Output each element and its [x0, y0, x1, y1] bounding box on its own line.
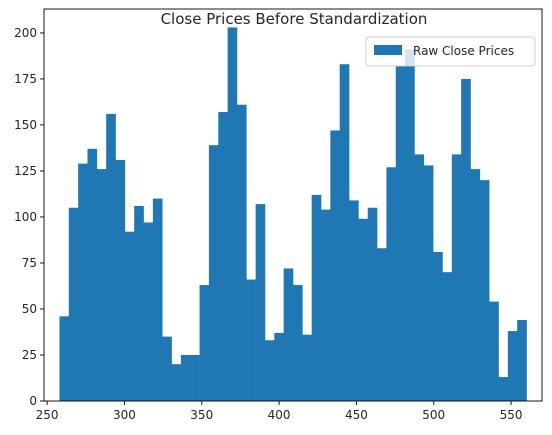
- histogram-bar: [106, 113, 116, 402]
- chart-title: Close Prices Before Standardization: [161, 10, 428, 28]
- x-tick-label: 350: [190, 408, 213, 422]
- y-tick-label: 25: [22, 348, 37, 362]
- histogram-bar: [470, 169, 481, 401]
- histogram-bar: [68, 207, 79, 401]
- histogram-bar: [302, 334, 312, 401]
- histogram-bar: [227, 27, 238, 402]
- histogram-bar: [489, 301, 499, 401]
- x-tick-label: 400: [268, 408, 291, 422]
- x-tick-label: 300: [113, 408, 136, 422]
- y-tick-label: 100: [14, 210, 37, 224]
- y-tick-label: 175: [14, 72, 37, 86]
- y-tick-label: 200: [14, 26, 37, 40]
- legend-label: Raw Close Prices: [413, 44, 514, 58]
- histogram-bar: [236, 104, 247, 402]
- histogram-bar: [180, 354, 191, 401]
- x-axis-ticks: 250 300 350 400 450 500 550: [36, 401, 523, 422]
- histogram-bar: [461, 78, 471, 402]
- histogram-bar: [507, 331, 518, 401]
- bars-group: [59, 27, 527, 402]
- histogram-bar: [208, 145, 219, 401]
- histogram-bar: [87, 148, 98, 401]
- histogram-bar: [386, 167, 397, 401]
- legend: Raw Close Prices: [365, 36, 536, 67]
- histogram-bar: [190, 354, 200, 401]
- histogram-bar: [274, 332, 284, 401]
- histogram-bar: [246, 279, 256, 401]
- histogram-bar: [311, 194, 322, 401]
- histogram-bar: [171, 364, 182, 401]
- histogram-bar: [134, 205, 144, 401]
- histogram-bar: [349, 200, 359, 401]
- histogram-bar: [377, 248, 387, 401]
- histogram-bar: [414, 154, 425, 401]
- histogram-bar: [293, 285, 303, 401]
- histogram-bar: [395, 66, 406, 402]
- histogram-bar: [498, 377, 509, 401]
- y-tick-label: 50: [22, 302, 37, 316]
- x-tick-label: 550: [500, 408, 523, 422]
- y-tick-label: 150: [14, 118, 37, 132]
- y-tick-label: 75: [22, 256, 37, 270]
- histogram-bar: [59, 316, 70, 401]
- histogram-bar: [405, 49, 415, 402]
- histogram-bar: [367, 207, 378, 401]
- x-tick-label: 500: [422, 408, 445, 422]
- histogram-bar: [479, 180, 490, 401]
- histogram-bar: [423, 165, 434, 401]
- x-tick-label: 450: [345, 408, 368, 422]
- histogram-bar: [152, 198, 163, 401]
- histogram-bar: [78, 163, 88, 401]
- histogram-bar: [124, 231, 135, 401]
- histogram-bar: [442, 272, 453, 401]
- histogram-bar: [115, 159, 126, 401]
- y-tick-label: 0: [29, 394, 37, 408]
- histogram-bar: [451, 154, 462, 401]
- histogram-bar: [358, 218, 369, 401]
- x-tick-label: 250: [36, 408, 59, 422]
- legend-box: [365, 36, 536, 67]
- histogram-bar: [255, 204, 266, 401]
- histogram-bar: [143, 222, 154, 401]
- y-tick-label: 125: [14, 164, 37, 178]
- histogram-bar: [218, 112, 228, 401]
- histogram-bar: [517, 320, 527, 401]
- histogram-bar: [162, 336, 172, 401]
- histogram-bar: [264, 340, 275, 401]
- histogram-bar: [330, 130, 341, 401]
- histogram-bar: [199, 285, 210, 401]
- y-axis-ticks: 0 25 50 75 100 125 150 175 200: [14, 26, 44, 408]
- histogram-bar: [283, 268, 294, 401]
- histogram-bar: [433, 251, 443, 401]
- plot-frame: [43, 8, 543, 402]
- legend-swatch: [374, 45, 402, 55]
- histogram-bar: [96, 169, 107, 401]
- histogram-bar: [339, 64, 350, 401]
- histogram-bar: [321, 209, 331, 401]
